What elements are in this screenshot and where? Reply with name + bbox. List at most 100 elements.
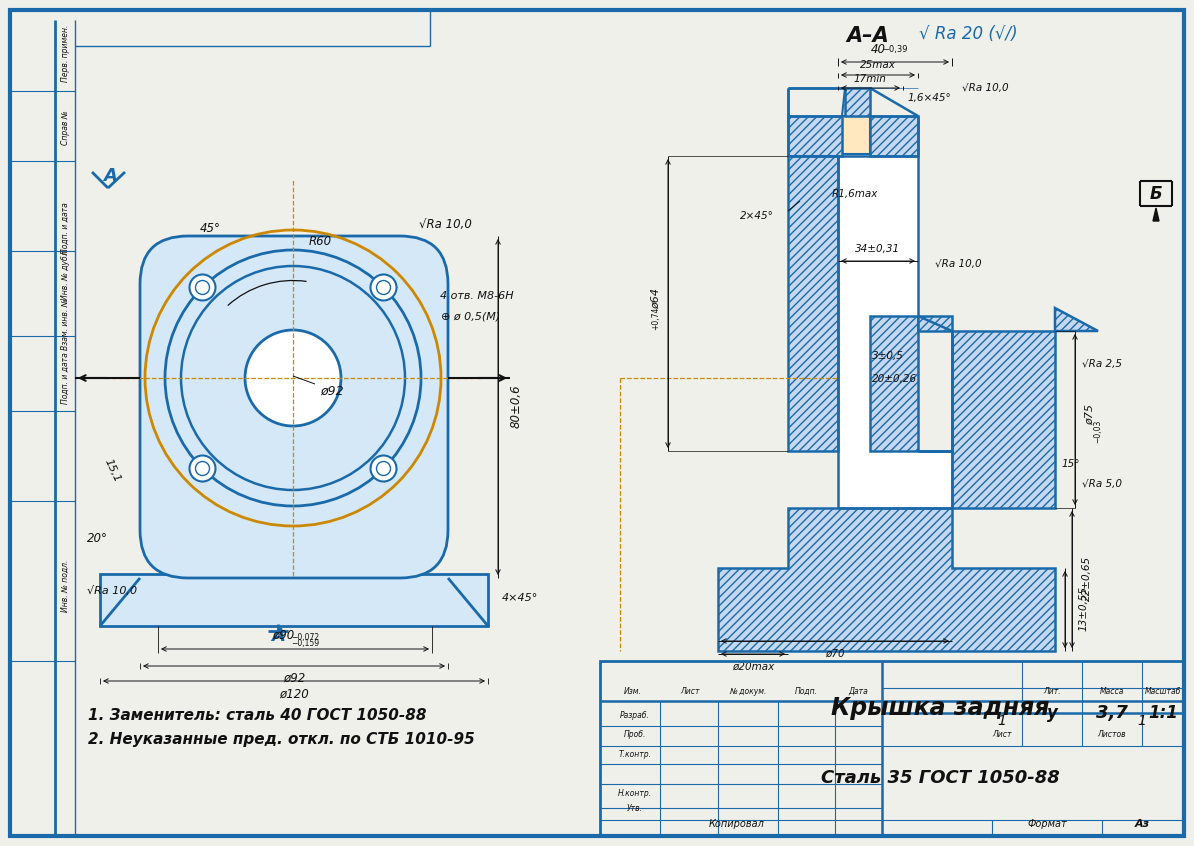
Text: Масштаб: Масштаб [1145,686,1181,695]
Text: ø64: ø64 [651,288,661,309]
Circle shape [370,455,396,481]
Text: 20°: 20° [86,531,107,545]
Text: № докум.: № докум. [730,686,767,695]
Text: ø120: ø120 [279,688,309,701]
Text: ø70: ø70 [825,649,845,659]
Text: 13±0,55: 13±0,55 [1078,585,1088,630]
Text: Копировал: Копировал [709,819,765,829]
Polygon shape [870,316,918,451]
Text: 20±0,26: 20±0,26 [872,374,917,384]
Text: Листов: Листов [1097,729,1126,739]
Text: 2. Неуказанные пред. откл. по СТБ 1010-95: 2. Неуказанные пред. откл. по СТБ 1010-9… [88,732,475,746]
Text: √Ra 10,0: √Ra 10,0 [419,217,472,230]
Text: √Ra 2,5: √Ra 2,5 [1082,359,1122,369]
Text: √ Ra 20 (√/): √ Ra 20 (√/) [918,25,1017,43]
Text: Дата: Дата [848,686,868,695]
Text: 40: 40 [870,43,886,56]
Circle shape [190,455,215,481]
Polygon shape [870,116,918,156]
Circle shape [196,281,209,294]
Circle shape [376,281,390,294]
Text: Лист: Лист [992,729,1011,739]
Text: −0,072: −0,072 [291,633,319,642]
Text: 1. Заменитель: сталь 40 ГОСТ 1050-88: 1. Заменитель: сталь 40 ГОСТ 1050-88 [88,708,426,723]
Text: ⊕ ø 0,5(М): ⊕ ø 0,5(М) [441,311,500,321]
Text: Инв. № подл.: Инв. № подл. [61,560,69,613]
Text: √Ra 10,0: √Ra 10,0 [935,259,981,269]
Polygon shape [918,316,952,451]
Text: √Ra 10,0: √Ra 10,0 [87,586,137,596]
Text: 34±0,31: 34±0,31 [855,244,900,254]
Text: А: А [271,627,285,645]
Text: Лист: Лист [681,686,700,695]
Text: 22±0,65: 22±0,65 [1082,556,1093,601]
Text: 1,6×45°: 1,6×45° [907,93,952,103]
Circle shape [196,462,209,475]
Text: 1: 1 [1138,714,1146,728]
Text: √Ra 5,0: √Ra 5,0 [1082,479,1122,489]
Text: Т.контр.: Т.контр. [618,750,652,759]
Text: А: А [103,167,117,185]
Polygon shape [1153,208,1159,221]
Circle shape [245,330,341,426]
Text: Инв. № дубл.: Инв. № дубл. [61,248,69,300]
Polygon shape [718,508,1055,651]
Polygon shape [100,574,488,626]
Polygon shape [838,156,952,508]
Text: 3±0,5: 3±0,5 [872,351,904,361]
Text: Проб.: Проб. [623,729,646,739]
Text: R1,6max: R1,6max [832,189,879,199]
Text: ø90: ø90 [272,629,294,642]
Text: 45°: 45° [199,222,221,234]
Text: Взам. инв. №: Взам. инв. № [61,299,69,349]
Text: Изм.: Изм. [624,686,642,695]
Text: 17min: 17min [854,74,886,84]
Text: Справ №: Справ № [61,111,69,146]
Text: 15,1: 15,1 [103,458,122,485]
Text: ø92: ø92 [320,384,344,398]
Text: 4 отв. М8-6Н: 4 отв. М8-6Н [441,291,513,301]
Text: 15°: 15° [1061,459,1081,469]
Polygon shape [1055,308,1098,331]
Text: Н.контр.: Н.контр. [618,788,652,798]
Text: Аз: Аз [1134,819,1150,829]
Text: −0,39: −0,39 [882,45,907,54]
Text: √Ra 10,0: √Ra 10,0 [962,83,1009,93]
Text: 1:1: 1:1 [1149,704,1178,722]
Text: 1: 1 [997,714,1007,728]
Text: 3,7: 3,7 [1096,704,1128,722]
Text: −0,159: −0,159 [291,639,319,648]
Circle shape [376,462,390,475]
Polygon shape [952,331,1055,508]
Text: Крышка задняя: Крышка задняя [831,696,1050,720]
Polygon shape [842,116,870,154]
Text: Лит.: Лит. [1044,686,1060,695]
Text: Подп. и дата: Подп. и дата [61,202,69,254]
Text: Подп.: Подп. [794,686,818,695]
Text: 2×45°: 2×45° [740,211,774,221]
Polygon shape [788,116,842,156]
Text: Утв.: Утв. [627,804,644,812]
Text: ø75: ø75 [1085,404,1095,425]
Text: Формат: Формат [1027,819,1066,829]
Circle shape [370,274,396,300]
Text: 25max: 25max [860,60,896,70]
Polygon shape [788,156,838,451]
Text: Сталь 35 ГОСТ 1050-88: Сталь 35 ГОСТ 1050-88 [820,769,1059,787]
Text: Подп. и дата: Подп. и дата [61,352,69,404]
FancyBboxPatch shape [140,236,448,578]
Text: Масса: Масса [1100,686,1125,695]
Text: А–А: А–А [847,26,890,46]
Text: Перв. примен.: Перв. примен. [61,25,69,82]
Text: 4×45°: 4×45° [501,593,538,603]
Text: Б: Б [1150,185,1162,203]
Text: +0,74: +0,74 [652,306,660,330]
Text: −0,03: −0,03 [1093,420,1102,442]
Text: у: у [1047,704,1058,722]
Polygon shape [845,88,870,116]
Text: R60: R60 [308,234,332,248]
Text: ø20max: ø20max [732,662,774,672]
Text: 80±0,6: 80±0,6 [510,384,523,428]
Circle shape [190,274,215,300]
Text: ø92: ø92 [283,672,306,685]
